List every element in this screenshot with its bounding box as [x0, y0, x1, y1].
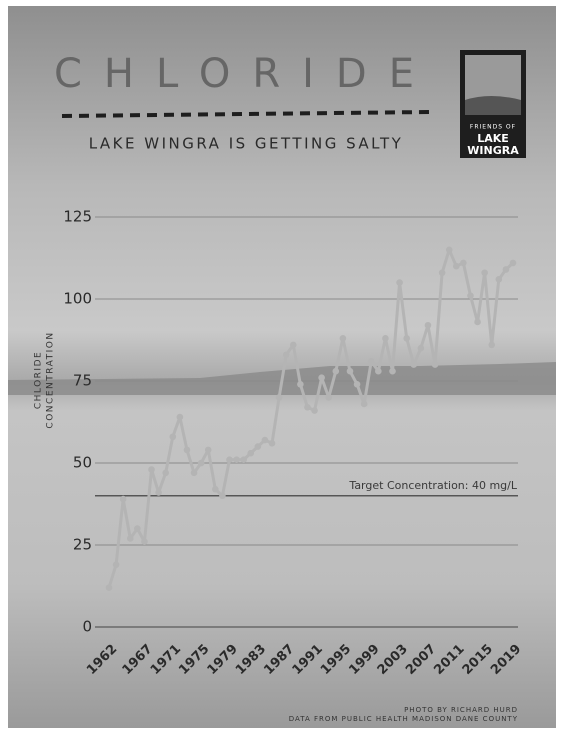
y-tick-label: 100: [63, 290, 92, 308]
data-point: [460, 260, 467, 267]
data-point: [283, 351, 290, 358]
data-point: [304, 404, 311, 411]
data-point: [382, 335, 389, 342]
data-point: [184, 447, 191, 454]
data-point: [410, 361, 417, 368]
data-point: [446, 247, 453, 254]
data-point: [481, 269, 488, 276]
logo-text: WINGRA: [467, 144, 519, 157]
data-point: [503, 266, 510, 273]
data-point: [219, 493, 226, 500]
data-point: [233, 456, 240, 463]
data-point: [347, 368, 354, 375]
data-point: [418, 345, 425, 352]
credit: PHOTO BY RICHARD HURD: [404, 706, 518, 714]
data-point: [226, 456, 233, 463]
data-point: [290, 342, 297, 349]
chart-title: CHLORIDE: [54, 51, 436, 97]
data-point: [453, 263, 460, 270]
y-axis-label: CHLORIDE: [34, 351, 44, 409]
data-point: [198, 460, 205, 467]
data-point: [467, 292, 474, 299]
data-point: [361, 401, 368, 408]
data-point: [106, 584, 113, 591]
logo-water: [465, 96, 521, 115]
data-point: [113, 561, 120, 568]
data-point: [191, 470, 198, 477]
data-point: [134, 525, 141, 532]
data-point: [325, 394, 332, 401]
data-point: [212, 486, 219, 493]
data-point: [333, 368, 340, 375]
logo-text: FRIENDS OF: [470, 124, 516, 131]
data-point: [389, 368, 396, 375]
data-point: [432, 361, 439, 368]
data-point: [368, 358, 375, 365]
credit: DATA FROM PUBLIC HEALTH MADISON DANE COU…: [289, 715, 518, 723]
data-point: [354, 381, 361, 388]
data-point: [255, 443, 262, 450]
data-point: [318, 374, 325, 381]
y-tick-label: 75: [73, 372, 92, 390]
data-point: [375, 368, 382, 375]
data-point: [120, 496, 127, 503]
data-point: [439, 269, 446, 276]
data-point: [141, 538, 148, 545]
y-axis-label: CONCENTRATION: [46, 331, 56, 428]
data-point: [510, 260, 517, 267]
data-point: [425, 322, 432, 329]
y-tick-label: 25: [73, 536, 92, 554]
data-point: [496, 276, 503, 283]
data-point: [297, 381, 304, 388]
data-point: [177, 414, 184, 421]
data-point: [155, 489, 162, 496]
data-point: [276, 394, 283, 401]
data-point: [269, 440, 276, 447]
data-point: [340, 335, 347, 342]
data-point: [240, 456, 247, 463]
data-point: [311, 407, 318, 414]
data-point: [262, 437, 269, 444]
y-tick-label: 0: [82, 618, 92, 636]
target-label: Target Concentration: 40 mg/L: [348, 479, 517, 492]
data-point: [488, 342, 495, 349]
data-point: [396, 279, 403, 286]
data-point: [162, 470, 169, 477]
data-point: [247, 450, 254, 457]
infographic: FRIENDS OF LAKE WINGRA CHLORIDE LAKE WIN…: [0, 0, 564, 734]
data-point: [169, 433, 176, 440]
data-point: [148, 466, 155, 473]
data-point: [127, 535, 134, 542]
data-point: [205, 447, 212, 454]
data-point: [403, 335, 410, 342]
data-point: [474, 319, 481, 326]
y-tick-label: 125: [63, 208, 92, 226]
chart-subtitle: LAKE WINGRA IS GETTING SALTY: [89, 135, 404, 153]
y-tick-label: 50: [73, 454, 92, 472]
